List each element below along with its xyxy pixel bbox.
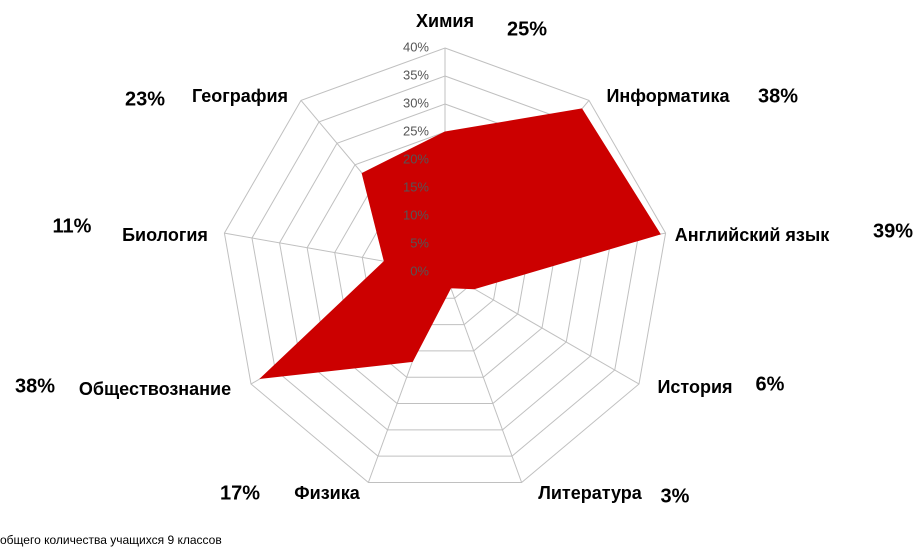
tick-label: 5% (410, 235, 429, 250)
tick-label: 40% (403, 39, 429, 54)
value-label: 38% (758, 85, 798, 107)
category-label: Английский язык (675, 225, 830, 245)
value-label: 38% (15, 375, 55, 397)
category-label: История (657, 377, 732, 397)
tick-label: 10% (403, 207, 429, 222)
category-label: Химия (416, 11, 474, 31)
radar-area (259, 108, 661, 380)
value-label: 6% (756, 373, 785, 395)
value-label: 23% (125, 88, 165, 110)
tick-label: 20% (403, 151, 429, 166)
grid-ring (223, 47, 667, 483)
value-label: 39% (873, 220, 913, 242)
category-label: Обществознание (79, 379, 231, 399)
value-label: 3% (661, 485, 690, 507)
spoke (444, 271, 640, 385)
tick-label: 0% (410, 263, 429, 278)
tick-label: 15% (403, 179, 429, 194)
category-label: Физика (294, 483, 360, 503)
tick-label: 25% (403, 123, 429, 138)
tick-label: 35% (403, 67, 429, 82)
spoke (444, 271, 523, 483)
value-label: 11% (53, 215, 92, 237)
category-label: Литература (538, 483, 643, 503)
tick-label: 30% (403, 95, 429, 110)
note: общего количества учащихся 9 классов (0, 533, 222, 547)
category-label: Информатика (606, 86, 730, 106)
category-label: Биология (122, 225, 208, 245)
value-label: 25% (507, 18, 547, 40)
category-label: География (192, 86, 288, 106)
value-label: 17% (220, 482, 260, 504)
